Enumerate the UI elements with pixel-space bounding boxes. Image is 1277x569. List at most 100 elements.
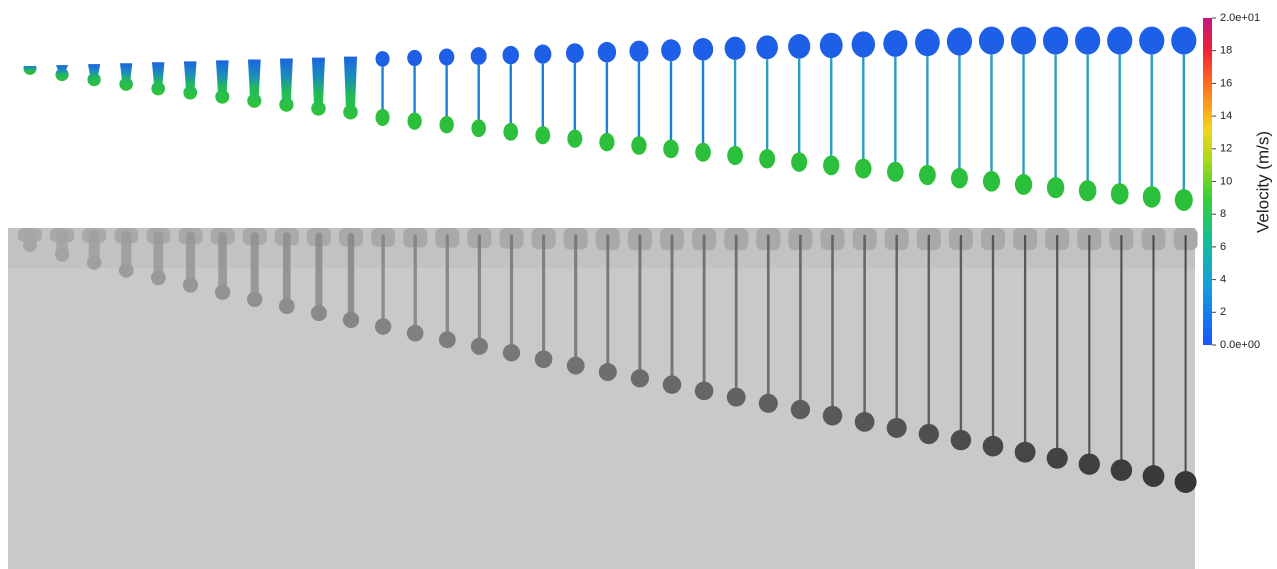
- exp-droplet-bulb: [855, 412, 875, 432]
- sim-droplet-bulb: [791, 152, 807, 172]
- sim-droplet-bulb: [1015, 174, 1032, 195]
- sim-droplet-head: [820, 33, 843, 58]
- sim-droplet-head: [1011, 27, 1036, 55]
- exp-droplet-bulb: [247, 292, 263, 308]
- sim-droplet-head: [1075, 27, 1100, 55]
- colorbar-tick-label: 14: [1220, 110, 1232, 122]
- sim-droplet-bulb: [983, 171, 1000, 192]
- colorbar-tick-label: 12: [1220, 143, 1232, 155]
- exp-droplet-bulb: [119, 263, 134, 278]
- exp-droplet-bulb: [919, 424, 939, 444]
- sim-droplet-body: [279, 59, 293, 112]
- sim-droplet-head: [661, 39, 681, 61]
- sim-droplet-head: [725, 37, 746, 60]
- exp-droplet-bulb: [1175, 471, 1197, 493]
- sim-droplet-bulb: [919, 165, 936, 185]
- sim-droplet-head: [693, 38, 713, 61]
- sim-droplet-bulb: [599, 133, 614, 151]
- exp-droplet-bulb: [759, 394, 778, 413]
- exp-droplet-bulb: [279, 298, 295, 314]
- exp-droplet-bulb: [503, 344, 520, 361]
- sim-droplet: [183, 61, 197, 99]
- sim-droplet-head: [534, 45, 551, 64]
- sim-droplet: [215, 60, 229, 103]
- exp-droplet-bulb: [823, 406, 843, 426]
- sim-droplet-body: [55, 65, 68, 81]
- sim-droplet-bulb: [407, 112, 421, 129]
- exp-droplet-bulb: [1143, 465, 1165, 487]
- exp-droplet-bulb: [567, 357, 585, 375]
- sim-droplet-bulb: [1175, 189, 1193, 211]
- colorbar-tick-label: 2: [1220, 306, 1226, 318]
- exp-droplet-bulb: [631, 369, 649, 387]
- sim-droplet-bulb: [727, 146, 743, 165]
- exp-droplet-bulb: [1047, 448, 1068, 469]
- sim-droplet-body: [183, 61, 197, 99]
- sim-droplet-bulb: [1111, 183, 1129, 204]
- colorbar-tick-label: 10: [1220, 175, 1232, 187]
- exp-droplet-bulb: [343, 312, 359, 328]
- sim-droplet-head: [471, 47, 487, 65]
- sim-droplet: [343, 57, 358, 120]
- sim-droplet: [87, 64, 100, 86]
- sim-droplet-head: [1107, 27, 1132, 55]
- sim-droplet-bulb: [663, 139, 679, 158]
- sim-droplet-head: [915, 29, 940, 56]
- sim-droplet-head: [407, 50, 422, 66]
- sim-droplet-bulb: [471, 119, 486, 137]
- exp-droplet-bulb: [695, 382, 714, 401]
- exp-droplet-bulb: [151, 270, 166, 285]
- exp-droplet-bulb: [1015, 442, 1036, 463]
- colorbar-tick-label: 0.0e+00: [1220, 339, 1260, 351]
- exp-droplet-bulb: [1079, 453, 1100, 474]
- sim-droplet-body: [87, 64, 100, 86]
- sim-droplet-bulb: [1047, 177, 1064, 198]
- sim-droplet-head: [566, 43, 584, 63]
- exp-droplet-bulb: [791, 400, 810, 419]
- sim-droplet-bulb: [439, 116, 453, 133]
- exp-droplet-bulb: [727, 388, 746, 407]
- sim-droplet-head: [598, 42, 616, 63]
- sim-droplet-bulb: [503, 123, 518, 141]
- sim-droplet-head: [1043, 27, 1068, 55]
- sim-droplet-head: [629, 41, 648, 62]
- sim-droplet-head: [756, 35, 778, 59]
- exp-droplet-bulb: [471, 338, 488, 355]
- sim-droplet-bulb: [887, 162, 904, 182]
- exp-droplet-bulb: [535, 350, 553, 368]
- sim-droplet-bulb: [631, 136, 646, 155]
- sim-droplet: [247, 59, 261, 107]
- exp-droplet-bulb: [599, 363, 617, 381]
- exp-droplet-bulb: [663, 375, 681, 393]
- exp-droplet-bulb: [983, 436, 1004, 457]
- sim-droplet-bulb: [567, 130, 582, 148]
- sim-droplet-head: [502, 46, 519, 64]
- exp-droplet-bulb: [375, 318, 391, 334]
- sim-droplet-head: [788, 34, 810, 59]
- sim-droplet-bulb: [1143, 186, 1161, 208]
- figure: 0.0e+00246810121416182.0e+01 Velocity (m…: [0, 0, 1277, 569]
- exp-droplet-bulb: [439, 331, 456, 348]
- colorbar-tick-label: 6: [1220, 241, 1226, 253]
- sim-droplet-bulb: [535, 126, 550, 144]
- exp-droplet-bulb: [183, 278, 198, 293]
- sim-droplet-bulb: [695, 143, 711, 162]
- sim-droplet-head: [1171, 27, 1196, 55]
- exp-droplet-bulb: [215, 285, 230, 300]
- sim-droplet-head: [883, 30, 907, 57]
- sim-droplet-bulb: [376, 109, 390, 126]
- sim-droplet-bulb: [1079, 180, 1097, 201]
- sim-droplet-head: [376, 51, 390, 67]
- sim-droplet-head: [979, 27, 1004, 55]
- sim-droplet-head: [439, 49, 454, 66]
- sim-droplet-head: [852, 31, 875, 57]
- colorbar-tick-label: 16: [1220, 77, 1232, 89]
- colorbar: [1203, 18, 1212, 345]
- colorbar-tick-label: 2.0e+01: [1220, 12, 1260, 24]
- sim-droplet-bulb: [759, 149, 775, 168]
- colorbar-tick-label: 8: [1220, 208, 1226, 220]
- colorbar-tick-label: 4: [1220, 274, 1226, 286]
- exp-droplet-bulb: [87, 255, 101, 269]
- exp-droplet-bulb: [887, 418, 907, 438]
- sim-droplet: [311, 58, 325, 116]
